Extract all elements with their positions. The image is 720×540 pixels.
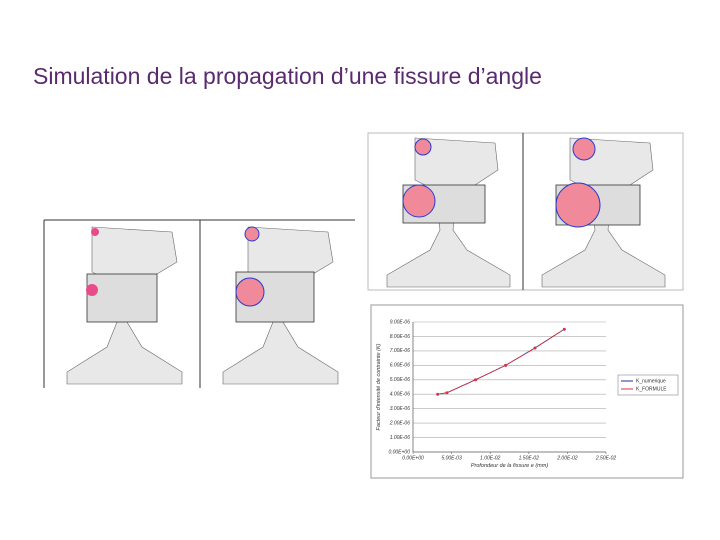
x-tick-label: 1.50E-02 bbox=[519, 455, 540, 461]
legend-label: K_numerique bbox=[636, 378, 666, 384]
x-tick-label: 5.00E-03 bbox=[441, 455, 462, 461]
data-point bbox=[533, 346, 537, 350]
y-tick-label: 7.00E-06 bbox=[390, 348, 411, 354]
slide-title: Simulation de la propagation d’une fissu… bbox=[33, 63, 542, 89]
chart: 0.00E+00 1.00E-06 2.00E-06 3.00E-06 4.00E-06… bbox=[376, 319, 679, 469]
legend-box bbox=[617, 374, 679, 396]
y-tick-label: 0.00E+00 bbox=[388, 449, 410, 455]
mesh-images-left bbox=[43, 219, 355, 388]
y-tick-label: 5.00E-06 bbox=[390, 377, 411, 383]
data-point bbox=[562, 327, 566, 331]
x-tick-label: 2.00E-02 bbox=[556, 455, 578, 461]
x-tick-label: 2.50E-02 bbox=[595, 455, 617, 461]
y-tick-label: 9.00E-06 bbox=[390, 319, 411, 325]
y-tick-label: 6.00E-06 bbox=[390, 363, 411, 369]
legend-label: K_FORMULE bbox=[636, 386, 667, 392]
y-tick-label: 8.00E-06 bbox=[390, 334, 411, 340]
y-tick-label: 4.00E-06 bbox=[390, 392, 411, 398]
data-point bbox=[504, 363, 508, 367]
y-tick-label: 1.00E-06 bbox=[390, 435, 411, 441]
series-line bbox=[437, 328, 565, 395]
mesh-images-right bbox=[367, 132, 684, 291]
x-tick-label: 0.00E+00 bbox=[402, 455, 424, 461]
data-point bbox=[436, 392, 440, 396]
data-point bbox=[445, 391, 449, 395]
y-axis-title: Facteur d'intensité de contrainte (K) bbox=[376, 343, 382, 430]
y-tick-label: 2.00E-06 bbox=[389, 420, 411, 426]
x-axis-title: Profondeur de la fissure e (mm) bbox=[471, 463, 549, 469]
y-tick-label: 3.00E-06 bbox=[390, 406, 411, 412]
data-point bbox=[474, 378, 477, 382]
x-tick-label: 1.00E-02 bbox=[480, 455, 501, 461]
